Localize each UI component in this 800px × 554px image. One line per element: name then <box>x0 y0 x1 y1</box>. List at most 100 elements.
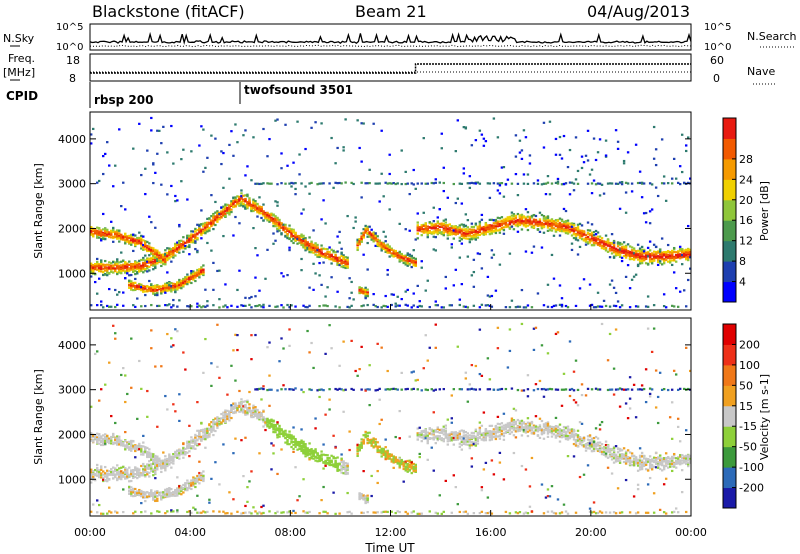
radar-cell <box>276 201 279 204</box>
radar-cell <box>590 192 594 195</box>
radar-cell <box>600 237 604 240</box>
radar-cell <box>618 248 622 251</box>
radar-cell <box>272 217 275 220</box>
radar-cell <box>616 140 620 143</box>
radar-cell <box>568 225 572 228</box>
radar-cell <box>374 237 377 240</box>
radar-cell <box>636 256 640 259</box>
radar-cell <box>212 219 215 222</box>
radar-cell <box>130 286 133 289</box>
radar-cell <box>100 266 103 269</box>
radar-cell <box>96 471 99 474</box>
radar-cell <box>608 245 612 248</box>
radar-cell <box>322 182 325 185</box>
radar-cell <box>282 306 285 309</box>
radar-cell <box>104 383 107 386</box>
radar-cell <box>166 304 169 307</box>
radar-cell <box>304 147 307 151</box>
radar-cell <box>90 474 93 477</box>
radar-cell <box>404 170 407 174</box>
radar-cell <box>504 222 508 225</box>
radar-cell <box>486 224 490 227</box>
radar-cell <box>98 227 101 230</box>
radar-cell <box>442 222 445 225</box>
radar-cell <box>144 285 147 289</box>
radar-cell <box>146 248 149 251</box>
radar-cell <box>102 306 105 309</box>
radar-cell <box>244 204 247 207</box>
radar-cell <box>188 305 191 308</box>
radar-cell <box>336 146 339 150</box>
radar-cell <box>234 196 237 199</box>
radar-cell <box>310 244 313 247</box>
radar-cell <box>100 303 103 307</box>
radar-cell <box>436 304 439 307</box>
radar-cell <box>450 243 454 246</box>
radar-cell <box>260 305 263 308</box>
radar-cell <box>106 434 109 437</box>
radar-cell <box>578 287 582 290</box>
radar-cell <box>144 192 147 196</box>
radar-cell <box>134 510 137 513</box>
radar-cell <box>502 166 506 169</box>
radar-cell <box>540 183 544 186</box>
radar-cell <box>434 230 437 233</box>
radar-cell <box>586 231 590 235</box>
radar-cell <box>166 289 169 292</box>
radar-cell <box>480 267 484 270</box>
radar-cell <box>312 244 315 247</box>
radar-cell <box>576 231 580 234</box>
radar-cell <box>418 304 421 308</box>
radar-cell <box>410 265 413 269</box>
radar-cell <box>248 200 251 204</box>
radar-cell <box>594 242 598 245</box>
radar-cell <box>440 306 443 309</box>
radar-cell <box>532 213 536 217</box>
radar-cell <box>448 229 451 232</box>
radar-cell <box>510 214 514 217</box>
radar-cell <box>528 218 532 221</box>
radar-cell <box>250 306 253 309</box>
radar-cell <box>638 247 642 250</box>
radar-cell <box>126 236 129 239</box>
radar-cell <box>278 229 281 232</box>
radar-cell <box>438 225 441 229</box>
radar-cell <box>108 437 111 440</box>
radar-cell <box>354 220 357 223</box>
radar-cell <box>134 288 137 292</box>
radar-cell <box>402 256 405 259</box>
radar-cell <box>160 288 163 291</box>
radar-cell <box>166 286 169 290</box>
radar-cell <box>138 448 141 451</box>
radar-cell <box>154 293 157 296</box>
radar-cell <box>248 202 251 205</box>
radar-cell <box>96 463 99 467</box>
radar-cell <box>102 228 105 231</box>
radar-cell <box>218 212 221 216</box>
radar-cell <box>674 260 678 263</box>
radar-cell <box>268 182 271 185</box>
radar-cell <box>648 240 652 243</box>
radar-cell <box>384 240 387 243</box>
radar-cell <box>498 231 502 234</box>
radar-cell <box>128 492 131 495</box>
radar-cell <box>422 224 425 228</box>
radar-cell <box>166 151 169 154</box>
radar-cell <box>128 263 131 266</box>
radar-cell <box>432 223 435 226</box>
radar-cell <box>108 271 111 275</box>
radar-cell <box>340 265 343 268</box>
radar-cell <box>268 220 271 223</box>
radar-cell <box>516 212 520 216</box>
radar-cell <box>672 157 676 161</box>
radar-cell <box>624 181 628 184</box>
radar-cell <box>144 450 147 453</box>
radar-cell <box>592 239 596 242</box>
radar-cell <box>668 257 672 260</box>
radar-cell <box>546 181 550 184</box>
radar-cell <box>470 230 474 233</box>
radar-cell <box>244 207 247 210</box>
radar-cell <box>602 243 606 246</box>
